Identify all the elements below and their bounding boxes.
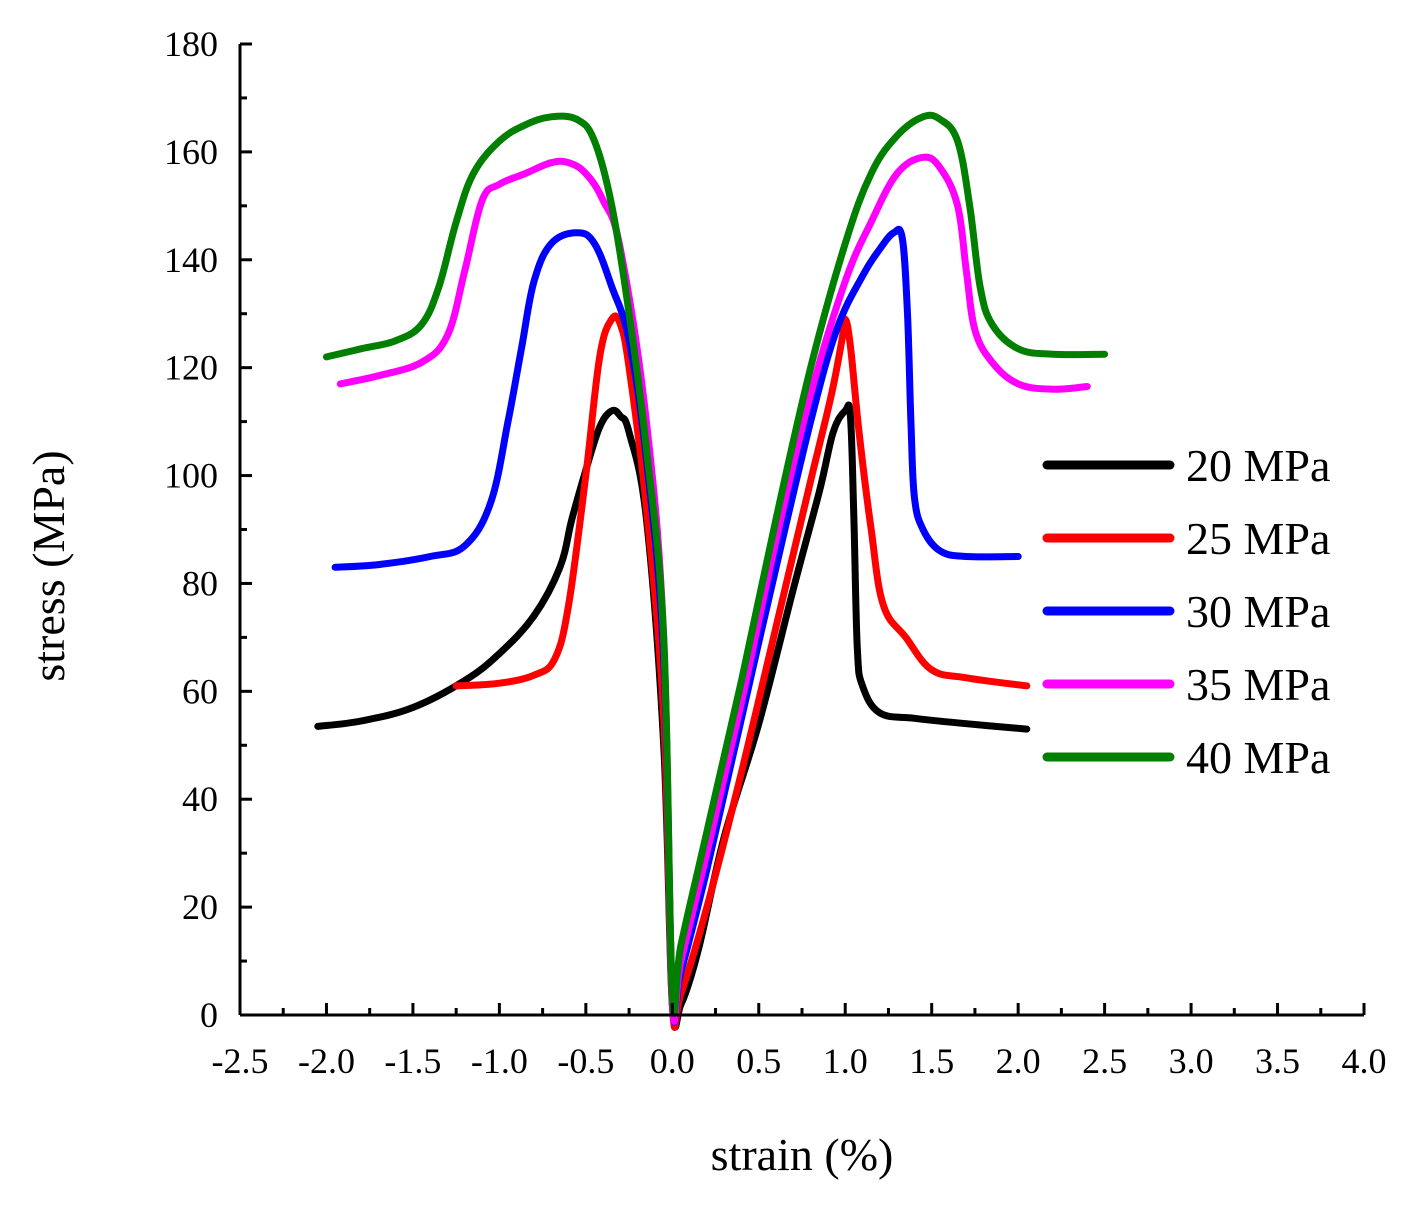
- y-tick-label: 100: [164, 456, 218, 496]
- y-tick-label: 140: [164, 240, 218, 280]
- y-tick-label: 20: [182, 887, 218, 927]
- x-tick-label: 0.0: [650, 1041, 695, 1081]
- legend-label-30-mpa: 30 MPa: [1186, 586, 1330, 637]
- x-tick-label: 2.5: [1082, 1041, 1127, 1081]
- legend-label-35-mpa: 35 MPa: [1186, 659, 1330, 710]
- x-tick-label: -2.5: [212, 1041, 269, 1081]
- series-line-25-mpa: [452, 312, 1031, 1031]
- y-tick-label: 60: [182, 671, 218, 711]
- legend-label-20-mpa: 20 MPa: [1186, 440, 1330, 491]
- y-tick-label: 180: [164, 24, 218, 64]
- x-tick-label: -1.0: [471, 1041, 528, 1081]
- y-tick-label: 160: [164, 132, 218, 172]
- x-tick-label: -0.5: [557, 1041, 614, 1081]
- y-axis-title: stress (MPa): [23, 450, 74, 681]
- y-tick-label: 0: [200, 995, 218, 1035]
- x-tick-label: 0.5: [736, 1041, 781, 1081]
- x-tick-label: 3.5: [1255, 1041, 1300, 1081]
- y-tick-label: 120: [164, 348, 218, 388]
- legend-label-25-mpa: 25 MPa: [1186, 513, 1330, 564]
- y-ticks: 0 20 40 60 80 100 120 140 160 180: [164, 24, 252, 1035]
- x-axis-title: strain (%): [711, 1129, 894, 1180]
- x-tick-label: -1.5: [384, 1041, 441, 1081]
- x-tick-label: 1.0: [823, 1041, 868, 1081]
- legend-label-40-mpa: 40 MPa: [1186, 732, 1330, 783]
- x-ticks: -2.5 -2.0 -1.5 -1.0 -0.5 0.0 0.5 1.0 1.5 2.0 2.5 3.…: [212, 1003, 1387, 1081]
- x-tick-label: 2.0: [996, 1041, 1041, 1081]
- x-tick-label: 4.0: [1342, 1041, 1387, 1081]
- x-tick-label: 1.5: [909, 1041, 954, 1081]
- y-tick-label: 80: [182, 563, 218, 603]
- x-tick-label: -2.0: [298, 1041, 355, 1081]
- x-tick-label: 3.0: [1169, 1041, 1214, 1081]
- series-layer: [314, 111, 1109, 1031]
- series-line-40-mpa: [323, 111, 1109, 1017]
- y-tick-label: 40: [182, 779, 218, 819]
- legend: 20 MPa 25 MPa 30 MPa 35 MPa 40 MPa: [1042, 440, 1330, 783]
